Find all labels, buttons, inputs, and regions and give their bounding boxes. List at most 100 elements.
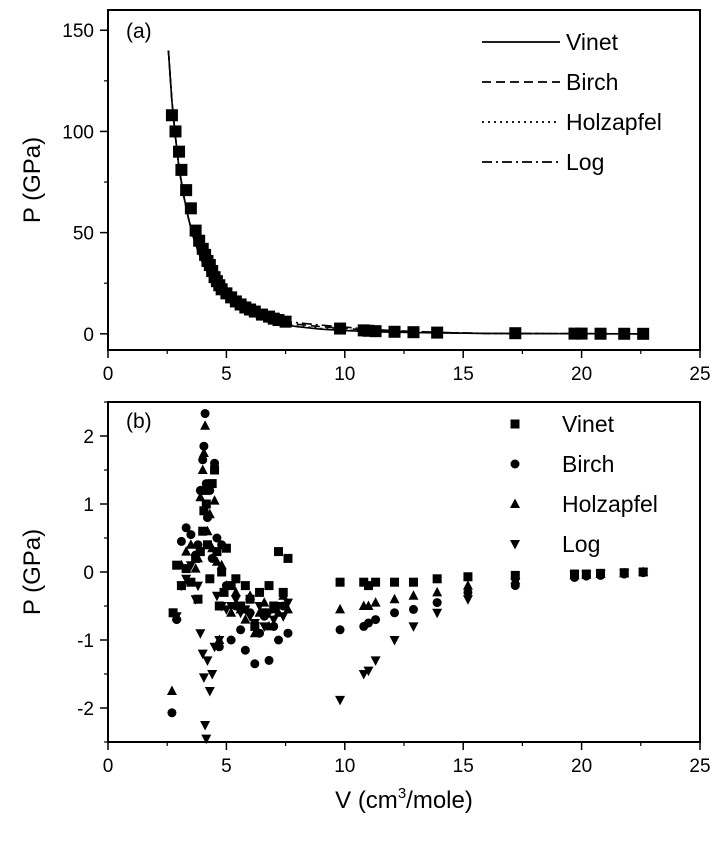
point-log (207, 670, 218, 680)
legend-label-log: Log (566, 149, 604, 175)
point-vinet (335, 577, 345, 587)
point-log (278, 612, 289, 622)
point-vinet (231, 574, 241, 584)
point-birch (217, 540, 227, 550)
point-vinet (202, 540, 212, 550)
point-holzapfel (185, 539, 196, 549)
point-log (638, 568, 649, 578)
point-log (209, 642, 220, 653)
legend-label-holzapfel: Holzapfel (562, 491, 658, 517)
point-holzapfel (204, 508, 215, 519)
point-birch (335, 625, 345, 635)
point-holzapfel (190, 563, 201, 573)
point-holzapfel (408, 590, 419, 600)
point-log (171, 612, 182, 622)
point-holzapfel (181, 546, 192, 556)
point-log (190, 595, 201, 605)
point-holzapfel (207, 542, 218, 553)
point-birch (201, 479, 211, 489)
point-vinet (463, 572, 473, 582)
point-holzapfel (195, 491, 206, 502)
point-log (176, 581, 187, 592)
point-vinet (199, 506, 209, 516)
point-log (282, 598, 293, 609)
data-point (180, 184, 193, 197)
point-log (235, 608, 246, 619)
point-birch (207, 553, 217, 563)
point-holzapfel (264, 620, 275, 631)
point-log (214, 636, 225, 646)
point-holzapfel (249, 627, 260, 638)
point-holzapfel (221, 580, 232, 590)
point-birch (264, 655, 274, 665)
point-log (273, 602, 284, 612)
point-log (249, 619, 260, 629)
point-log (462, 595, 473, 605)
legend-label-birch: Birch (562, 451, 614, 477)
point-vinet (201, 499, 211, 509)
point-birch (199, 441, 209, 451)
panel-b: 0 5 10 15 20 25 -2 -1 0 1 2 (b) P (GPa) Vinet Birc… (19, 401, 711, 777)
point-vinet (359, 577, 369, 587)
point-birch (193, 540, 203, 550)
point-birch (198, 455, 208, 465)
point-birch (463, 587, 473, 597)
panel-a-y-tick-label: 150 (62, 21, 94, 42)
point-log (581, 570, 592, 581)
data-point (618, 327, 631, 340)
legend-label-vinet: Vinet (562, 411, 615, 437)
point-holzapfel (200, 420, 211, 430)
point-holzapfel (176, 559, 187, 570)
point-vinet (219, 587, 229, 597)
panel-b-y-tick-label: 2 (83, 427, 94, 448)
panel-b-y-tick-label: 0 (83, 563, 94, 584)
point-holzapfel (363, 600, 374, 610)
panel-a-label: (a) (126, 20, 152, 43)
point-log (230, 595, 241, 605)
point-log (432, 608, 443, 619)
panel-a-x-tick-label: 5 (221, 364, 232, 385)
panel-a-y-tick-label: 100 (62, 122, 94, 143)
legend-marker-vinet (510, 419, 520, 429)
point-log (268, 615, 279, 626)
point-birch (283, 628, 293, 638)
point-vinet (273, 547, 283, 557)
point-log (510, 578, 521, 588)
data-point (175, 163, 188, 176)
panel-b-x-tick-label: 10 (334, 756, 355, 777)
point-vinet (217, 567, 227, 577)
point-holzapfel (245, 590, 256, 600)
x-axis-title-prefix: V (cm (335, 787, 398, 814)
panel-a-y-axis-title: P (GPa) (19, 137, 46, 223)
point-birch (390, 608, 400, 618)
point-vinet (240, 581, 250, 591)
point-vinet (210, 465, 220, 475)
data-point (334, 322, 347, 335)
data-point (407, 326, 420, 339)
point-holzapfel (282, 603, 293, 614)
point-vinet (226, 581, 236, 591)
point-vinet (363, 581, 373, 591)
point-vinet (371, 577, 381, 587)
data-point (189, 224, 202, 237)
data-point (369, 325, 382, 338)
panel-a-x-tick-label: 15 (453, 364, 474, 385)
point-birch (371, 615, 381, 625)
panel-a-x-tick-label: 20 (571, 364, 592, 385)
data-point (165, 109, 178, 122)
panel-a-legend: Vinet Birch Holzapfel Log (482, 29, 662, 175)
data-point (184, 202, 197, 215)
point-log (197, 649, 208, 660)
point-holzapfel (389, 593, 400, 604)
panel-b-legend: Vinet Birch Holzapfel Log (510, 411, 658, 557)
x-axis-title-superscript: 3 (398, 785, 406, 802)
panel-b-x-tick-label: 15 (453, 756, 474, 777)
x-axis-title-suffix: /mole) (406, 787, 473, 814)
point-log (408, 622, 419, 632)
panel-a-y-ticks: 0 50 100 150 (62, 21, 108, 346)
point-vinet (181, 564, 191, 574)
point-log (363, 666, 374, 677)
point-holzapfel (192, 552, 203, 563)
point-vinet (221, 543, 231, 553)
point-holzapfel (211, 556, 222, 566)
